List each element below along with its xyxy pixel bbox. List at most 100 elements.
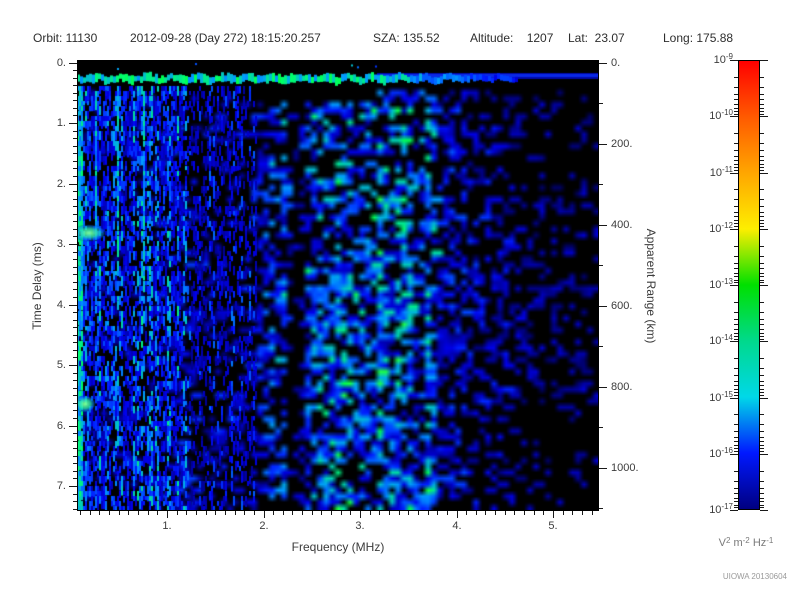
tick-mark [73, 252, 77, 253]
tick-mark [734, 302, 738, 303]
tick-mark [553, 511, 554, 518]
tick-mark [734, 133, 738, 134]
tick-mark [73, 297, 77, 298]
tick-mark [534, 511, 535, 515]
tick-mark [73, 206, 77, 207]
tick-mark [734, 329, 738, 330]
tick-mark [734, 167, 738, 168]
tick-mark [599, 63, 607, 64]
tick-mark [734, 212, 738, 213]
tick-mark [760, 273, 764, 274]
tick-mark [302, 511, 303, 515]
header-orbit: Orbit: 11130 [33, 31, 98, 45]
tick-mark [730, 454, 738, 455]
tick-mark [760, 333, 764, 334]
tick-mark [760, 510, 768, 511]
tick-mark [734, 498, 738, 499]
tick-mark [734, 156, 738, 157]
y-tick-label-ms: 7. [56, 480, 66, 492]
y-tick-label-ms: 3. [56, 238, 66, 250]
y-tick-label-ms: 6. [56, 420, 66, 432]
tick-mark [760, 156, 764, 157]
tick-mark [730, 341, 738, 342]
tick-mark [760, 94, 764, 95]
tick-mark [73, 93, 77, 94]
header-info-bar: Orbit: 11130 2012-09-28 (Day 272) 18:15:… [0, 31, 800, 47]
tick-mark [186, 511, 187, 515]
tick-mark [734, 389, 738, 390]
colorbar-tick-label: 10-15 [709, 389, 733, 404]
colorbar-tick-label: 10-12 [709, 220, 733, 235]
colorbar-unit-label: V2 m-2 Hz-1 [718, 536, 774, 549]
tick-mark [760, 164, 764, 165]
tick-mark [734, 481, 738, 482]
tick-mark [73, 146, 77, 147]
tick-mark [734, 150, 738, 151]
tick-mark [760, 481, 764, 482]
tick-mark [524, 511, 525, 515]
tick-mark [73, 327, 77, 328]
tick-mark [734, 246, 738, 247]
tick-mark [734, 375, 738, 376]
tick-mark [90, 511, 91, 515]
tick-mark [760, 108, 764, 109]
tick-mark [73, 403, 77, 404]
tick-mark [514, 511, 515, 515]
tick-mark [760, 212, 764, 213]
tick-mark [389, 511, 390, 515]
tick-mark [734, 445, 738, 446]
y-axis-title-left: Time Delay (ms) [30, 242, 44, 330]
tick-mark [730, 398, 738, 399]
tick-mark [599, 346, 603, 347]
tick-mark [760, 206, 764, 207]
tick-mark [73, 221, 77, 222]
tick-mark [760, 339, 764, 340]
tick-mark [760, 216, 764, 217]
tick-mark [148, 511, 149, 515]
tick-mark [760, 441, 764, 442]
tick-mark [599, 306, 607, 307]
tick-mark [734, 385, 738, 386]
tick-mark [360, 511, 361, 518]
tick-mark [734, 488, 738, 489]
tick-mark [73, 153, 77, 154]
tick-mark [760, 493, 764, 494]
tick-mark [73, 350, 77, 351]
tick-mark [505, 511, 506, 515]
tick-mark [760, 424, 764, 425]
tick-mark [760, 498, 764, 499]
tick-mark [73, 85, 77, 86]
colorbar-tick-label: 10-14 [709, 333, 733, 348]
tick-mark [734, 424, 738, 425]
tick-mark [418, 511, 419, 515]
tick-mark [734, 333, 738, 334]
tick-mark [73, 410, 77, 411]
tick-mark [599, 427, 603, 428]
tick-mark [760, 170, 764, 171]
tick-mark [760, 375, 764, 376]
tick-mark [734, 381, 738, 382]
colorbar-tick-label: 10-16 [709, 445, 733, 460]
tick-mark [734, 104, 738, 105]
tick-mark [599, 468, 607, 469]
tick-mark [73, 115, 77, 116]
tick-mark [760, 226, 764, 227]
tick-mark [73, 267, 77, 268]
tick-mark [730, 116, 738, 117]
tick-mark [69, 123, 77, 124]
tick-mark [734, 507, 738, 508]
tick-mark [177, 511, 178, 515]
tick-mark [760, 199, 764, 200]
tick-mark [734, 256, 738, 257]
y-tick-label-km: 800. [611, 381, 633, 393]
tick-mark [69, 305, 77, 306]
tick-mark [73, 214, 77, 215]
tick-mark [73, 312, 77, 313]
tick-mark [760, 220, 764, 221]
tick-mark [399, 511, 400, 515]
tick-mark [734, 143, 738, 144]
colorbar-tick-label: 10-9 [713, 52, 733, 66]
tick-mark [206, 511, 207, 515]
tick-mark [760, 99, 764, 100]
tick-mark [760, 77, 764, 78]
